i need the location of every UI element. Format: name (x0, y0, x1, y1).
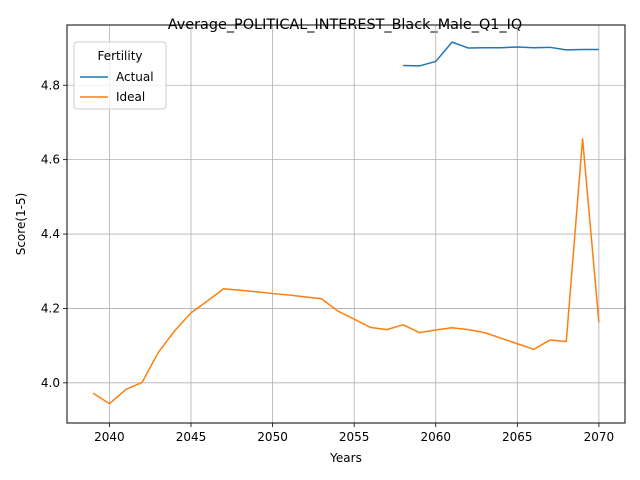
x-axis-ticks: 2040 2045 2050 2055 2060 2065 2070 (94, 423, 614, 444)
legend-title: Fertility (97, 49, 142, 63)
y-tick-label: 4.2 (41, 301, 60, 315)
plot-frame (66, 24, 626, 424)
grid-lines (67, 25, 625, 423)
x-tick-label: 2070 (584, 430, 615, 444)
y-axis-ticks: 4.0 4.2 4.4 4.6 4.8 (41, 78, 67, 390)
y-tick-label: 4.8 (41, 78, 60, 92)
x-tick-label: 2050 (257, 430, 288, 444)
legend-frame (73, 41, 167, 110)
x-tick-label: 2065 (502, 430, 533, 444)
x-tick-label: 2045 (176, 430, 207, 444)
x-tick-label: 2040 (94, 430, 125, 444)
legend-label-ideal: Ideal (116, 90, 145, 104)
y-tick-label: 4.6 (41, 153, 60, 167)
series-lines (92, 41, 600, 405)
x-axis-label: Years (329, 451, 362, 465)
x-tick-label: 2055 (339, 430, 370, 444)
series-line-actual (403, 41, 599, 67)
series-line-ideal (92, 138, 600, 405)
y-tick-label: 4.0 (41, 376, 60, 390)
x-tick-label: 2060 (420, 430, 451, 444)
y-tick-label: 4.4 (41, 227, 60, 241)
legend-label-actual: Actual (116, 70, 154, 84)
y-axis-label: Score(1-5) (14, 193, 28, 256)
legend: Fertility Actual Ideal (73, 41, 167, 110)
